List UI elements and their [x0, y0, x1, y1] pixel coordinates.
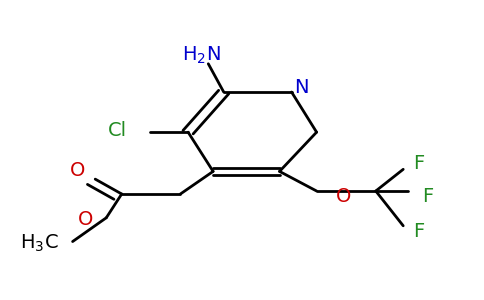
Text: F: F — [423, 188, 434, 206]
Text: F: F — [413, 154, 424, 173]
Text: O: O — [77, 210, 93, 229]
Text: O: O — [336, 187, 351, 206]
Text: N: N — [294, 78, 308, 97]
Text: H$_2$N: H$_2$N — [182, 44, 220, 65]
Text: F: F — [413, 222, 424, 241]
Text: Cl: Cl — [107, 121, 126, 140]
Text: H$_3$C: H$_3$C — [19, 233, 58, 254]
Text: O: O — [70, 161, 86, 180]
